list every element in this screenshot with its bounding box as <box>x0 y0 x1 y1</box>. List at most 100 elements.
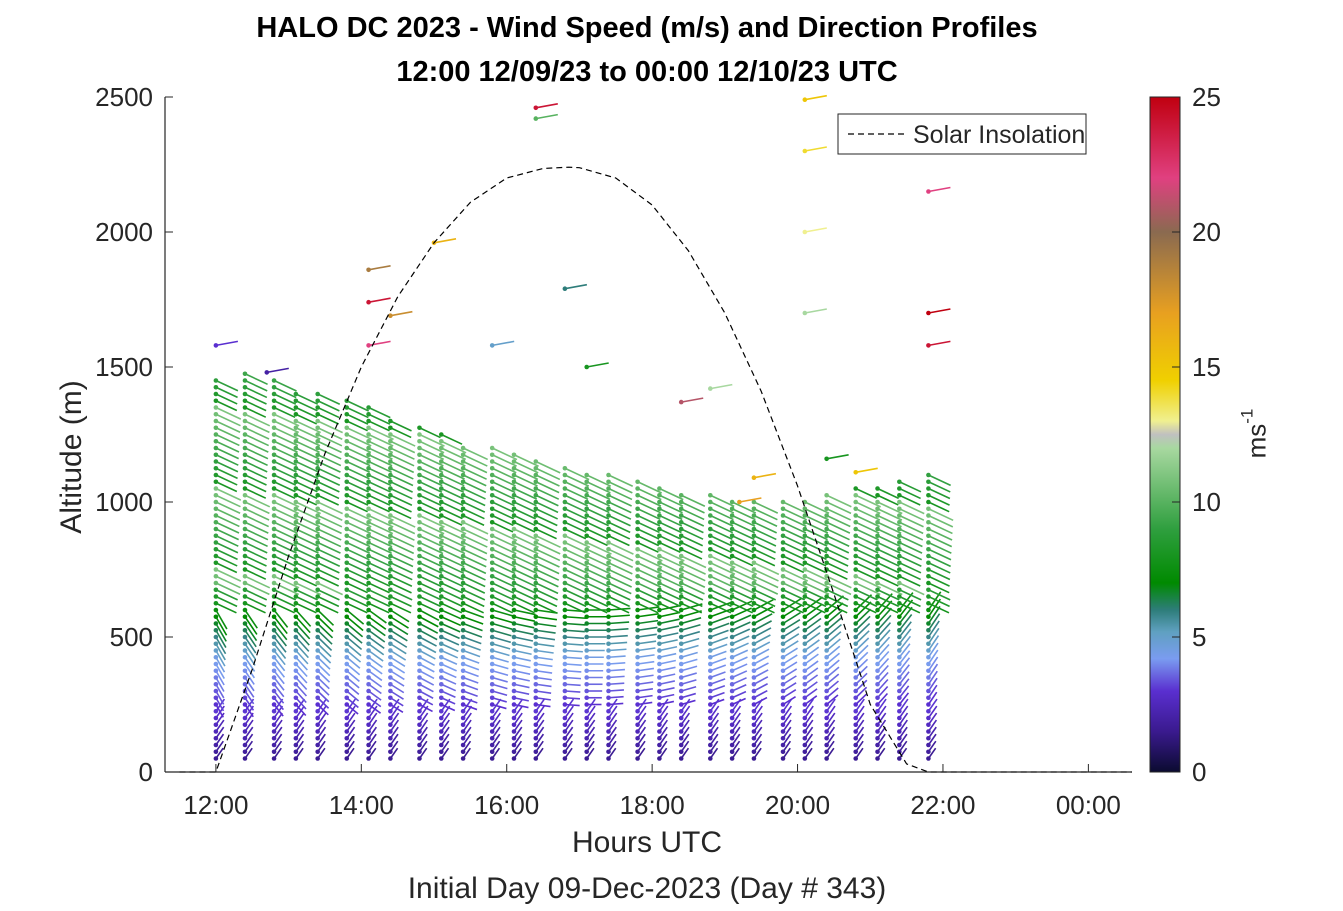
wind-barb-dot <box>293 675 299 680</box>
wind-barb-dot <box>271 627 277 633</box>
wind-barb-dot <box>926 310 931 316</box>
wind-barb-dot <box>708 621 713 626</box>
wind-barb-dot <box>388 560 393 566</box>
wind-barb-dot <box>242 533 248 539</box>
wind-barb <box>440 649 459 659</box>
wind-barb <box>295 508 321 521</box>
legend: Solar Insolation <box>837 113 1087 155</box>
wind-barb <box>855 608 872 625</box>
wind-barb-dot <box>271 465 277 471</box>
wind-barb-dot <box>853 627 859 633</box>
wind-barb <box>535 460 561 474</box>
wind-barb <box>389 670 405 681</box>
wind-barb-dot <box>533 105 539 111</box>
wind-barb-dot <box>584 526 589 532</box>
wind-barb <box>804 589 827 601</box>
wind-barb-dot <box>635 506 640 512</box>
wind-barb <box>876 705 887 719</box>
wind-barb <box>513 669 531 675</box>
wind-barb-dot <box>460 533 466 539</box>
wind-barb <box>826 638 841 652</box>
wind-barb-dot <box>366 614 371 620</box>
wind-barb-dot <box>562 627 568 633</box>
wind-barb-dot <box>366 675 371 680</box>
wind-barb <box>390 535 415 548</box>
x-tick-label: 18:00 <box>620 790 685 820</box>
wind-barb <box>927 642 939 658</box>
wind-barb-dot <box>751 756 757 761</box>
wind-barb-dot <box>489 688 495 694</box>
wind-barb-dot <box>460 641 466 647</box>
wind-barb-dot <box>315 594 320 599</box>
wind-barb-dot <box>213 675 219 680</box>
wind-barb <box>215 568 242 582</box>
wind-barb <box>462 690 478 698</box>
wind-barb-dot <box>388 634 393 640</box>
wind-barb-dot <box>293 540 299 545</box>
wind-barb-dot <box>780 749 786 755</box>
wind-barb <box>317 501 343 515</box>
wind-barb <box>680 508 705 521</box>
wind-barb <box>804 548 827 561</box>
wind-barb-dot <box>388 492 393 498</box>
wind-barb <box>390 440 416 454</box>
wind-barb <box>826 568 848 580</box>
wind-barb <box>659 589 682 601</box>
wind-barb-dot <box>460 708 466 714</box>
wind-barb-dot <box>213 540 219 545</box>
wind-barb-dot <box>657 695 662 701</box>
wind-barb-dot <box>213 715 219 721</box>
wind-barb <box>804 146 827 152</box>
wind-barb-dot <box>926 580 931 586</box>
wind-barb-dot <box>271 452 277 458</box>
wind-barb-dot <box>438 607 444 613</box>
wind-barb-dot <box>271 756 277 761</box>
wind-barb-dot <box>657 675 662 680</box>
wind-barb <box>273 514 299 528</box>
wind-barb <box>608 575 632 588</box>
wind-barb-dot <box>511 648 517 653</box>
wind-barb-dot <box>926 668 931 674</box>
wind-barb-dot <box>635 742 640 748</box>
wind-barb <box>440 555 465 568</box>
wind-barb <box>564 589 587 601</box>
wind-barb <box>753 535 777 547</box>
wind-barb-dot <box>271 405 277 410</box>
wind-barb-dot <box>242 573 248 579</box>
wind-barb-dot <box>780 513 786 518</box>
wind-barb-dot <box>897 479 902 485</box>
wind-barb-dot <box>657 573 662 579</box>
wind-barb-dot <box>853 526 859 532</box>
wind-barb <box>215 562 238 574</box>
wind-barb-dot <box>926 722 931 728</box>
wind-barb-dot <box>606 749 611 755</box>
wind-barb-dot <box>926 343 931 348</box>
wind-barb-dot <box>708 715 713 721</box>
wind-barb-dot <box>606 580 611 586</box>
wind-barb-dot <box>678 499 684 505</box>
wind-barb-dot <box>293 499 299 505</box>
wind-barb <box>855 535 879 548</box>
wind-barb <box>440 582 464 594</box>
wind-barb <box>586 555 612 568</box>
wind-barb-dot <box>438 654 444 660</box>
wind-barb <box>317 481 340 493</box>
wind-barb-dot <box>802 546 808 552</box>
wind-barb-dot <box>678 695 684 701</box>
wind-barb <box>535 690 552 694</box>
wind-barb <box>855 589 878 601</box>
wind-barb-dot <box>489 486 495 491</box>
wind-barb-dot <box>293 756 299 761</box>
wind-barb-dot <box>926 742 931 748</box>
wind-barb <box>273 629 288 647</box>
wind-barb-dot <box>751 729 757 734</box>
wind-barb-dot <box>213 506 219 512</box>
wind-barb <box>419 454 444 467</box>
wind-barb <box>273 636 287 653</box>
wind-barb-dot <box>489 533 495 539</box>
wind-barb-dot <box>388 452 393 458</box>
wind-barb-dot <box>875 688 880 694</box>
wind-barb <box>709 568 735 582</box>
wind-barb <box>513 636 534 642</box>
wind-barb <box>876 712 887 726</box>
